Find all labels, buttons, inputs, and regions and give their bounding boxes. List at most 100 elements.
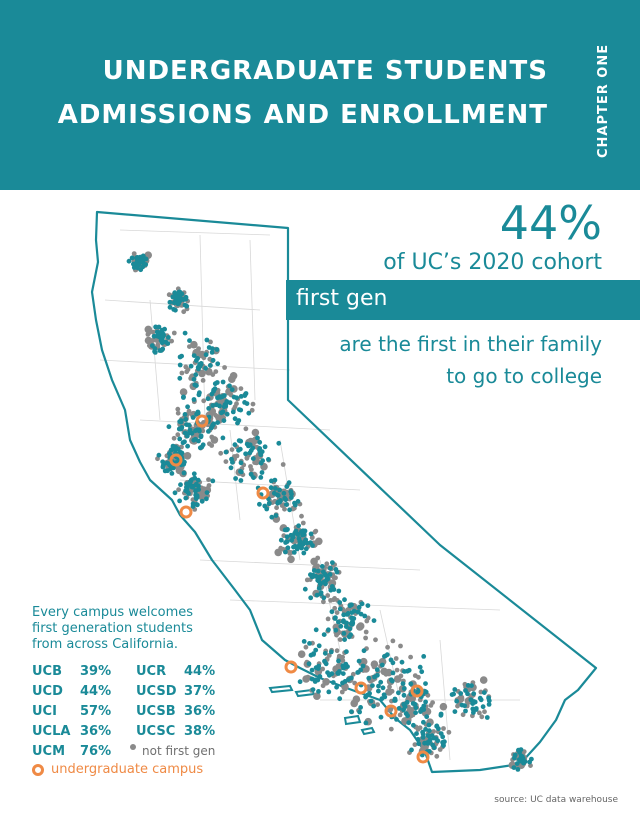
first-gen-dot — [180, 440, 186, 446]
first-gen-dot — [316, 578, 322, 584]
not-first-gen-dot — [213, 412, 218, 418]
first-gen-dot — [392, 696, 398, 702]
rate-item: UCLA 36% — [32, 724, 136, 744]
first-gen-dot — [292, 500, 297, 506]
first-gen-dot — [314, 592, 320, 598]
first-gen-dot — [329, 609, 335, 615]
first-gen-dot — [486, 702, 492, 707]
first-gen-dot — [299, 529, 304, 535]
first-gen-dot — [182, 459, 187, 465]
first-gen-dot — [224, 400, 230, 405]
first-gen-dot — [228, 465, 234, 471]
not-first-gen-dot — [208, 339, 213, 345]
first-gen-dot — [210, 403, 216, 408]
rate-item: UCR 44% — [136, 664, 240, 684]
not-first-gen-dot — [280, 462, 286, 467]
first-gen-dot — [191, 471, 197, 477]
not-first-gen-dot — [144, 336, 153, 345]
first-gen-dot — [414, 731, 419, 736]
first-gen-dot — [210, 346, 215, 352]
first-gen-dot — [197, 445, 203, 451]
first-gen-dot — [177, 498, 183, 504]
first-gen-dot — [283, 540, 288, 545]
first-gen-dot — [220, 435, 226, 441]
campus-marker-uci — [384, 704, 398, 718]
not-first-gen-dot — [363, 635, 368, 641]
first-gen-dot — [210, 478, 216, 484]
not-first-gen-dot — [393, 656, 399, 661]
first-gen-dot — [344, 620, 349, 626]
first-gen-dot — [401, 707, 406, 713]
first-gen-dot — [246, 443, 251, 449]
first-gen-dot — [193, 428, 198, 434]
first-gen-dot — [293, 529, 299, 534]
first-gen-dot — [238, 407, 244, 413]
first-gen-dot — [169, 471, 175, 476]
not-first-gen-dot — [371, 664, 377, 670]
first-gen-dot — [438, 731, 444, 736]
not-first-gen-dot — [175, 410, 181, 416]
rate-item: UCD 44% — [32, 684, 136, 704]
not-first-gen-dot — [243, 426, 249, 432]
not-first-gen-dot — [196, 346, 202, 351]
not-first-gen-dot — [146, 330, 152, 336]
first-gen-dot — [192, 382, 198, 388]
first-gen-dot — [164, 460, 170, 466]
first-gen-dot — [313, 627, 319, 633]
first-gen-dot — [191, 397, 197, 402]
first-gen-dot — [421, 654, 427, 659]
first-gen-dot — [471, 710, 476, 715]
first-gen-dot — [471, 699, 477, 704]
not-first-gen-dot — [315, 563, 321, 569]
not-first-gen-dot — [181, 309, 187, 315]
not-first-gen-dot — [300, 520, 306, 526]
stat-desc-line1: are the first in their family — [339, 332, 602, 356]
first-gen-dot — [471, 691, 477, 697]
first-gen-dot — [197, 390, 202, 396]
first-gen-dot — [357, 709, 362, 715]
not-first-gen-dot — [441, 726, 446, 731]
not-first-gen-dot — [248, 464, 253, 469]
first-gen-dot — [341, 631, 347, 636]
first-gen-dot — [371, 618, 377, 623]
first-gen-dot — [259, 470, 265, 475]
first-gen-dot — [191, 437, 197, 443]
intro-line1: Every campus welcomes — [32, 605, 194, 620]
first-gen-dot — [288, 495, 294, 500]
first-gen-dot — [183, 495, 189, 501]
first-gen-dot — [315, 666, 321, 671]
first-gen-dot — [359, 601, 365, 607]
first-gen-dot — [220, 379, 226, 385]
first-gen-dot — [258, 475, 264, 480]
first-gen-dot — [215, 361, 221, 367]
stat-percent: 44% — [499, 196, 602, 250]
first-gen-dot — [140, 264, 146, 270]
not-first-gen-dot — [299, 513, 304, 519]
not-first-gen-dot — [287, 551, 293, 556]
legend-not-first-gen-label: not first gen — [142, 744, 216, 758]
first-gen-dot — [422, 740, 427, 746]
first-gen-dot — [187, 430, 192, 436]
first-gen-dot — [167, 299, 173, 305]
not-first-gen-dot — [383, 671, 389, 677]
first-gen-dot — [266, 501, 272, 507]
first-gen-dot — [172, 290, 178, 296]
first-gen-dot — [318, 574, 324, 579]
first-gen-dot — [212, 381, 218, 387]
first-gen-dot — [349, 709, 354, 715]
first-gen-dot — [196, 438, 201, 444]
first-gen-dot — [432, 745, 437, 751]
first-gen-dot — [175, 446, 181, 452]
first-gen-dot — [358, 705, 363, 710]
first-gen-dot — [203, 352, 209, 358]
first-gen-dot — [423, 726, 428, 732]
not-first-gen-dot — [402, 720, 408, 726]
not-first-gen-dot — [166, 292, 172, 298]
not-first-gen-dot — [274, 505, 279, 511]
first-gen-dot — [183, 294, 189, 300]
first-gen-dot — [376, 683, 381, 689]
campus-pct: 39% — [80, 664, 112, 679]
first-gen-dot — [238, 394, 244, 399]
first-gen-dot — [451, 691, 456, 697]
not-first-gen-dot — [482, 709, 487, 715]
